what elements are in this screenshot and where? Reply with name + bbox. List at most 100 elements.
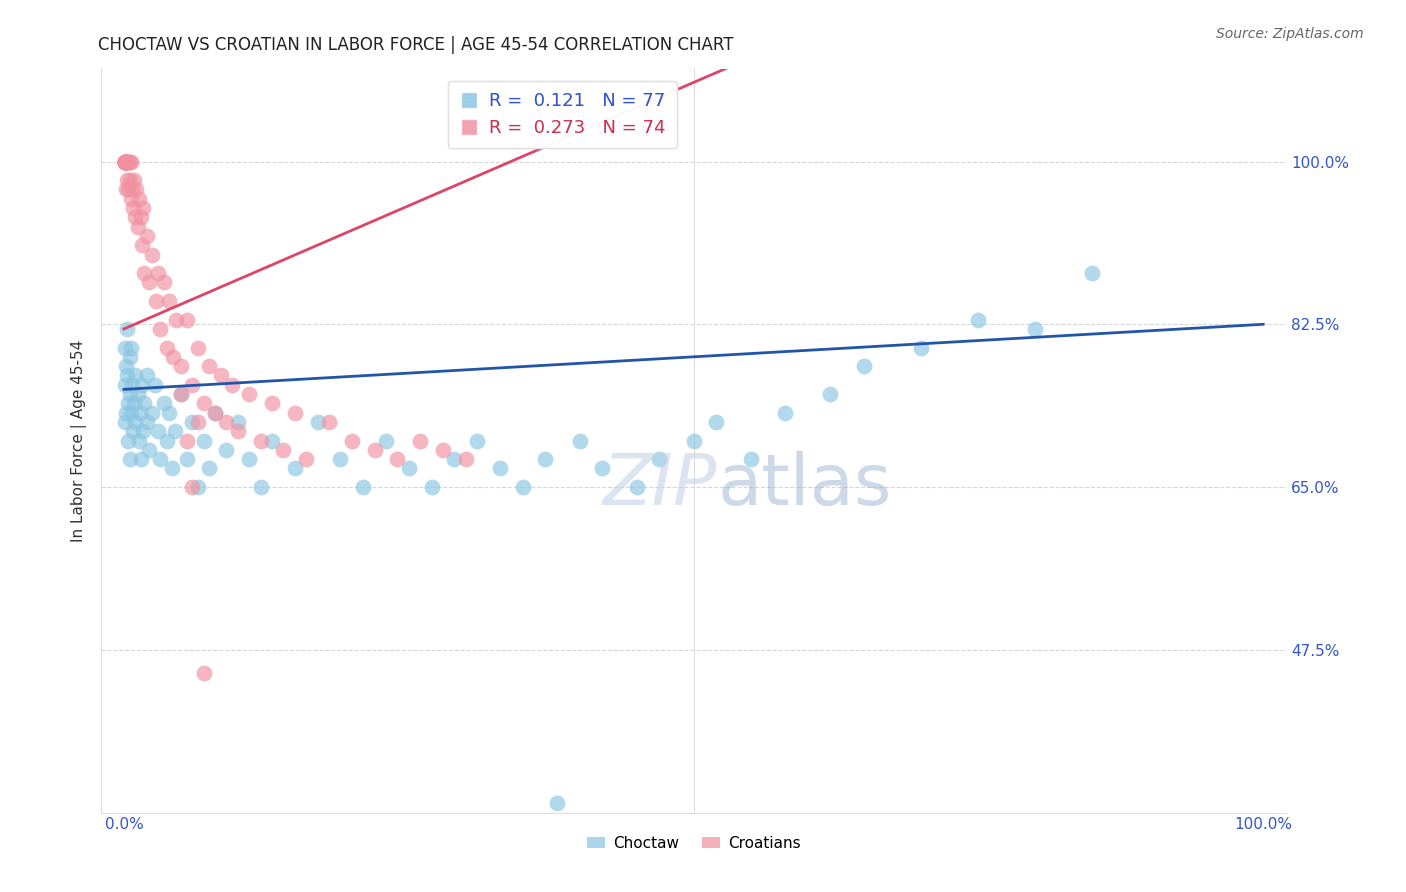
- Point: [204, 406, 226, 420]
- Point: [146, 424, 169, 438]
- Point: [176, 312, 198, 326]
- Point: [910, 341, 932, 355]
- Point: [118, 387, 141, 401]
- Text: ZIP: ZIP: [603, 450, 717, 520]
- Point: [128, 434, 150, 448]
- Point: [120, 154, 142, 169]
- Point: [176, 452, 198, 467]
- Point: [115, 406, 138, 420]
- Point: [114, 154, 136, 169]
- Point: [120, 406, 142, 420]
- Point: [409, 434, 432, 448]
- Point: [740, 452, 762, 467]
- Point: [820, 387, 842, 401]
- Point: [121, 182, 143, 196]
- Point: [128, 406, 150, 420]
- Point: [156, 341, 179, 355]
- Point: [122, 396, 145, 410]
- Point: [127, 219, 149, 234]
- Point: [340, 434, 363, 448]
- Point: [704, 415, 727, 429]
- Point: [117, 368, 139, 383]
- Point: [352, 480, 374, 494]
- Point: [117, 154, 139, 169]
- Point: [170, 359, 193, 373]
- Point: [149, 452, 172, 467]
- Point: [198, 359, 221, 373]
- Point: [118, 350, 141, 364]
- Point: [329, 452, 352, 467]
- Point: [124, 368, 146, 383]
- Point: [295, 452, 318, 467]
- Point: [117, 434, 139, 448]
- Point: [117, 154, 139, 169]
- Point: [238, 452, 260, 467]
- Point: [260, 396, 283, 410]
- Point: [152, 396, 174, 410]
- Point: [114, 154, 136, 169]
- Point: [117, 322, 139, 336]
- Point: [193, 396, 215, 410]
- Point: [226, 424, 249, 438]
- Point: [853, 359, 876, 373]
- Legend: R =  0.121   N = 77, R =  0.273   N = 74: R = 0.121 N = 77, R = 0.273 N = 74: [449, 81, 676, 148]
- Point: [165, 424, 187, 438]
- Text: atlas: atlas: [717, 450, 891, 520]
- Point: [117, 182, 139, 196]
- Point: [398, 461, 420, 475]
- Point: [181, 480, 204, 494]
- Point: [187, 341, 209, 355]
- Point: [454, 452, 477, 467]
- Point: [363, 442, 385, 457]
- Point: [176, 434, 198, 448]
- Point: [135, 368, 157, 383]
- Point: [512, 480, 534, 494]
- Point: [209, 368, 232, 383]
- Point: [149, 322, 172, 336]
- Point: [193, 434, 215, 448]
- Point: [249, 434, 271, 448]
- Point: [114, 154, 136, 169]
- Point: [118, 154, 141, 169]
- Point: [135, 228, 157, 243]
- Point: [162, 350, 184, 364]
- Point: [115, 154, 138, 169]
- Point: [114, 377, 136, 392]
- Point: [1024, 322, 1046, 336]
- Point: [143, 377, 166, 392]
- Text: Source: ZipAtlas.com: Source: ZipAtlas.com: [1216, 27, 1364, 41]
- Point: [568, 434, 591, 448]
- Point: [114, 154, 136, 169]
- Point: [546, 796, 568, 810]
- Point: [626, 480, 648, 494]
- Point: [648, 452, 671, 467]
- Point: [117, 396, 139, 410]
- Point: [115, 154, 138, 169]
- Point: [122, 201, 145, 215]
- Point: [187, 415, 209, 429]
- Point: [125, 182, 148, 196]
- Point: [124, 415, 146, 429]
- Point: [141, 247, 163, 261]
- Point: [141, 406, 163, 420]
- Point: [226, 415, 249, 429]
- Point: [204, 406, 226, 420]
- Point: [121, 377, 143, 392]
- Point: [215, 442, 238, 457]
- Point: [115, 182, 138, 196]
- Point: [118, 452, 141, 467]
- Point: [193, 666, 215, 681]
- Point: [114, 154, 136, 169]
- Y-axis label: In Labor Force | Age 45-54: In Labor Force | Age 45-54: [72, 339, 87, 541]
- Point: [114, 154, 136, 169]
- Point: [128, 192, 150, 206]
- Point: [120, 192, 142, 206]
- Point: [115, 154, 138, 169]
- Point: [181, 415, 204, 429]
- Point: [215, 415, 238, 429]
- Point: [114, 154, 136, 169]
- Point: [124, 211, 146, 225]
- Text: CHOCTAW VS CROATIAN IN LABOR FORCE | AGE 45-54 CORRELATION CHART: CHOCTAW VS CROATIAN IN LABOR FORCE | AGE…: [98, 36, 734, 54]
- Point: [159, 293, 181, 308]
- Point: [284, 461, 307, 475]
